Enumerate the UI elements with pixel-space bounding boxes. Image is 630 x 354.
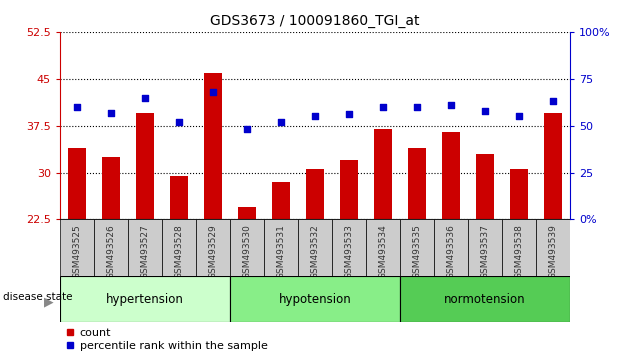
Point [242, 127, 252, 132]
Point [480, 108, 490, 114]
Point [72, 104, 82, 110]
Bar [332, 219, 366, 276]
Bar [340, 160, 358, 219]
Text: GSM493535: GSM493535 [413, 224, 421, 279]
Bar [230, 276, 400, 322]
Text: ▶: ▶ [44, 295, 54, 308]
Text: GSM493537: GSM493537 [481, 224, 490, 279]
Text: GSM493530: GSM493530 [243, 224, 251, 279]
Title: GDS3673 / 100091860_TGI_at: GDS3673 / 100091860_TGI_at [210, 14, 420, 28]
Point [174, 119, 184, 125]
Bar [196, 219, 230, 276]
Bar [442, 132, 461, 219]
Bar [400, 219, 434, 276]
Bar [264, 219, 298, 276]
Point [446, 102, 456, 108]
Point [106, 110, 116, 115]
Bar [536, 219, 570, 276]
Bar [203, 73, 222, 219]
Text: GSM493528: GSM493528 [175, 224, 183, 279]
Text: GSM493531: GSM493531 [277, 224, 285, 279]
Bar [544, 113, 563, 219]
Point [514, 113, 524, 119]
Point [208, 89, 218, 95]
Point [548, 98, 558, 104]
Bar [374, 129, 392, 219]
Bar [238, 207, 256, 219]
Bar [60, 219, 94, 276]
Text: GSM493539: GSM493539 [549, 224, 558, 279]
Bar [169, 176, 188, 219]
Bar [230, 219, 264, 276]
Text: GSM493529: GSM493529 [209, 224, 217, 279]
Point [344, 112, 354, 117]
Point [276, 119, 286, 125]
Bar [510, 170, 529, 219]
Text: GSM493525: GSM493525 [72, 224, 81, 279]
Bar [366, 219, 400, 276]
Bar [468, 219, 502, 276]
Text: GSM493534: GSM493534 [379, 224, 387, 279]
Bar [306, 170, 324, 219]
Text: GSM493538: GSM493538 [515, 224, 524, 279]
Bar [502, 219, 536, 276]
Bar [94, 219, 128, 276]
Bar [128, 219, 162, 276]
Text: hypotension: hypotension [278, 293, 352, 306]
Bar [162, 219, 196, 276]
Bar [101, 157, 120, 219]
Text: GSM493526: GSM493526 [106, 224, 115, 279]
Text: GSM493536: GSM493536 [447, 224, 455, 279]
Text: disease state: disease state [3, 292, 72, 302]
Bar [60, 276, 230, 322]
Bar [400, 276, 570, 322]
Text: hypertension: hypertension [106, 293, 184, 306]
Bar [67, 148, 86, 219]
Point [412, 104, 422, 110]
Bar [272, 182, 290, 219]
Bar [434, 219, 468, 276]
Text: GSM493532: GSM493532 [311, 224, 319, 279]
Bar [408, 148, 427, 219]
Bar [298, 219, 332, 276]
Point [310, 113, 320, 119]
Text: GSM493527: GSM493527 [140, 224, 149, 279]
Text: GSM493533: GSM493533 [345, 224, 353, 279]
Point [378, 104, 388, 110]
Text: normotension: normotension [444, 293, 526, 306]
Bar [135, 113, 154, 219]
Bar [476, 154, 495, 219]
Point [140, 95, 150, 101]
Legend: count, percentile rank within the sample: count, percentile rank within the sample [66, 328, 268, 351]
